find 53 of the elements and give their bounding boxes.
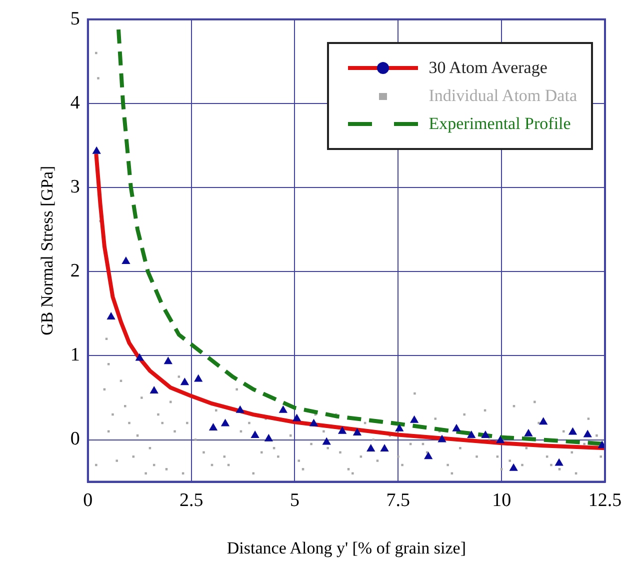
point (180, 378, 190, 386)
y-tick-label: 4 (70, 92, 80, 114)
point (438, 434, 446, 442)
point (481, 430, 490, 438)
y-tick-label: 3 (70, 176, 80, 198)
x-tick-label: 12.5 (588, 490, 622, 512)
point (122, 256, 130, 264)
x-tick-label: 7.5 (386, 490, 410, 512)
y-tick-label: 2 (70, 260, 80, 282)
x-tick-label: 5 (290, 490, 300, 512)
point (236, 405, 244, 413)
point (150, 386, 158, 394)
point (509, 463, 518, 471)
point (92, 146, 101, 154)
point (208, 422, 218, 430)
point (583, 430, 592, 438)
point (250, 430, 260, 438)
point (309, 418, 318, 426)
point (352, 428, 362, 436)
point (278, 405, 288, 413)
point (424, 452, 433, 460)
y-axis-title: GB Normal Stress [GPa] (38, 166, 57, 336)
point (452, 424, 461, 432)
point (380, 444, 389, 452)
point (194, 374, 203, 382)
point (164, 356, 172, 364)
x-tick-label: 10 (492, 490, 512, 512)
point (554, 458, 564, 466)
point (106, 312, 116, 320)
point (322, 437, 331, 445)
point (467, 430, 476, 438)
point (568, 427, 578, 435)
point (524, 428, 533, 436)
point (395, 424, 404, 432)
legend-label: Experimental Profile (428, 114, 571, 134)
y-tick-label: 1 (70, 344, 80, 366)
x-axis-title: Distance Along y' [% of grain size] (226, 538, 466, 558)
point (366, 444, 376, 452)
point (264, 434, 274, 442)
x-tick-label: 2.5 (179, 490, 204, 512)
point (539, 417, 548, 425)
y-tick-label: 5 (70, 8, 80, 30)
point (292, 414, 302, 422)
point (338, 426, 347, 434)
point (496, 436, 505, 444)
y-tick-label: 0 (70, 428, 80, 450)
legend-label: 30 Atom Average (428, 58, 548, 78)
point (598, 440, 605, 448)
point (135, 353, 144, 361)
x-tick-label: 0 (83, 490, 93, 512)
text: Individual Atom Data (428, 86, 577, 106)
point (410, 415, 419, 423)
point (220, 418, 230, 426)
